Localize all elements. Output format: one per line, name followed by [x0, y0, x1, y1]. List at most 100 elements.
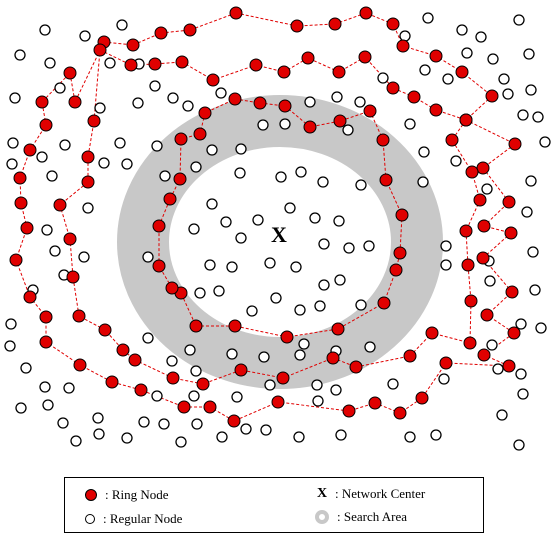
regular-node [194, 287, 206, 299]
ring-node [464, 294, 478, 308]
regular-node [502, 88, 514, 100]
ring-node [177, 400, 191, 414]
regular-node [523, 48, 535, 60]
legend-regular-node-label: : Regular Node [103, 511, 183, 526]
ring-node [485, 89, 499, 103]
regular-node [235, 232, 247, 244]
ring-node [277, 65, 291, 79]
regular-node [529, 284, 541, 296]
regular-node [442, 73, 454, 85]
regular-node [399, 30, 411, 42]
ring-node [87, 114, 101, 128]
regular-node [355, 179, 367, 191]
regular-node [264, 257, 276, 269]
ring-node [502, 359, 516, 373]
ring-node [407, 90, 421, 104]
ring-node [504, 226, 518, 240]
ring-node [465, 165, 479, 179]
regular-node [517, 388, 529, 400]
regular-node [275, 171, 287, 183]
ring-node [154, 26, 168, 40]
regular-node [6, 158, 18, 170]
ring-node [14, 196, 28, 210]
ring-node [429, 103, 443, 117]
regular-node [481, 183, 493, 195]
ring-node [81, 150, 95, 164]
regular-node [334, 274, 346, 286]
ring-node [13, 171, 27, 185]
regular-node [355, 299, 367, 311]
regular-node [231, 391, 243, 403]
ring-node [393, 406, 407, 420]
regular-node [220, 216, 232, 228]
ring-node [23, 143, 37, 157]
ring-node [477, 348, 491, 362]
regular-node [404, 118, 416, 130]
regular-node [486, 339, 498, 351]
ring-node [39, 118, 53, 132]
ring-node [332, 65, 346, 79]
regular-node [158, 418, 170, 430]
regular-node [354, 96, 366, 108]
ring-node [234, 363, 248, 377]
regular-node [539, 136, 551, 148]
ring-node [476, 251, 490, 265]
regular-node [246, 305, 258, 317]
ring-node [303, 120, 317, 134]
regular-node [240, 423, 252, 435]
ring-node [473, 193, 487, 207]
ring-node [39, 310, 53, 324]
regular-node [515, 318, 527, 330]
ring-node [359, 6, 373, 20]
regular-node [298, 338, 310, 350]
ring-node [196, 377, 210, 391]
regular-node [456, 24, 468, 36]
regular-node [258, 351, 270, 363]
regular-node [293, 431, 305, 443]
regular-node [304, 96, 316, 108]
regular-node [264, 379, 276, 391]
ring-node [395, 208, 409, 222]
regular-node [190, 161, 202, 173]
ring-node [166, 371, 180, 385]
ring-node [93, 43, 107, 57]
regular-node [54, 82, 66, 94]
ring-node [333, 114, 347, 128]
regular-node [142, 332, 154, 344]
regular-node [387, 378, 399, 390]
ring-node [290, 19, 304, 33]
regular-node [138, 416, 150, 428]
regular-node [9, 92, 21, 104]
regular-node-icon [85, 514, 95, 524]
ring-node [429, 49, 443, 63]
regular-node [270, 292, 282, 304]
network-center-icon: X [317, 486, 328, 501]
regular-node [92, 412, 104, 424]
ring-node [63, 66, 77, 80]
legend: : Ring Node : Regular Node X : Network C… [64, 477, 484, 533]
regular-node [93, 428, 105, 440]
regular-node [94, 102, 106, 114]
ring-node [505, 285, 519, 299]
regular-node [318, 238, 330, 250]
regular-node [290, 261, 302, 273]
regular-node [515, 368, 527, 380]
ring-node [358, 50, 372, 64]
ring-node [386, 17, 400, 31]
ring-node [415, 391, 429, 405]
ring-node [403, 349, 417, 363]
ring-node [173, 172, 187, 186]
regular-node [216, 431, 228, 443]
ring-node [98, 323, 112, 337]
ring-node [328, 17, 342, 31]
regular-node [4, 340, 16, 352]
ring-node [128, 353, 142, 367]
ring-node [253, 96, 267, 110]
ring-node [193, 127, 207, 141]
regular-node [70, 435, 82, 447]
regular-node [59, 139, 71, 151]
regular-node [235, 143, 247, 155]
legend-search-area-label: : Search Area [337, 509, 408, 524]
regular-node [44, 57, 56, 69]
regular-node [314, 300, 326, 312]
